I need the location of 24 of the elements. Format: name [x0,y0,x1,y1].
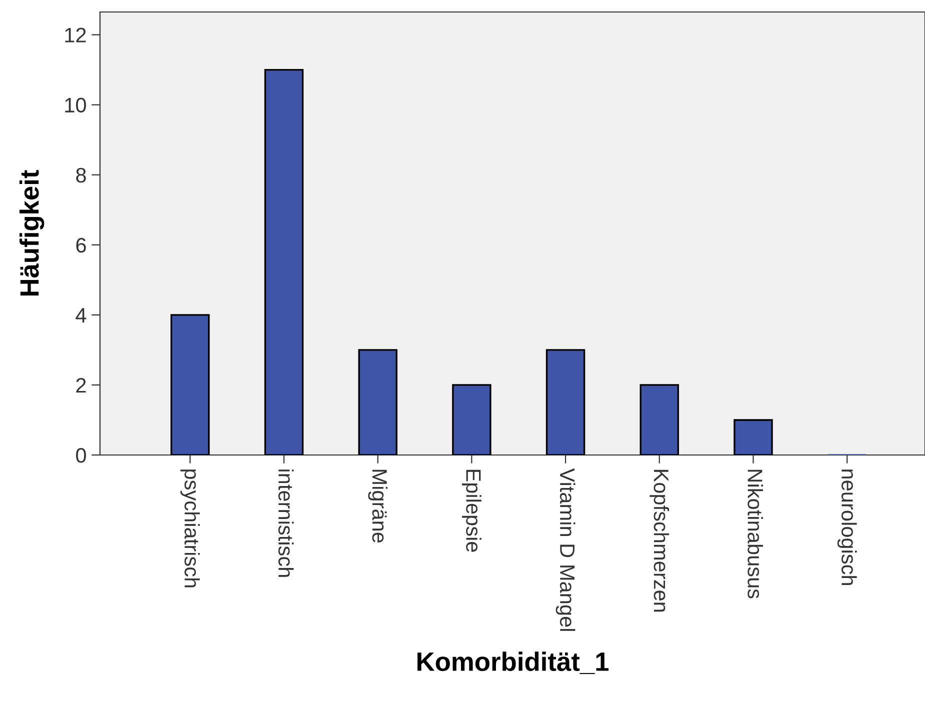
x-tick-label: internistisch [278,470,294,577]
x-tick-label: Epilepsie [462,470,482,552]
x-tick-label: Kopfschmerzen [650,470,670,612]
y-tick-label: 6 [76,238,86,253]
x-tick-label: psychiatrisch [180,470,200,588]
y-tick-label: 4 [76,308,86,322]
x-tick-label: Nikotinabusus [748,470,763,598]
y-tick-label: 12 [65,28,86,42]
bar [452,384,492,455]
bar [640,384,679,455]
bar [264,68,304,455]
x-tick-label: Vitamin D Mangel [556,468,576,631]
bar [546,349,586,455]
x-axis-title: Komorbidität_1 [418,652,609,674]
y-tick-label: 8 [76,168,86,183]
y-axis-title: Häufigkeit [19,170,44,296]
bar [170,314,210,455]
y-tick-label: 10 [65,98,86,113]
bar [358,349,398,455]
y-tick-label: 0 [76,448,86,463]
x-tick-label: neurologisch [837,470,857,585]
bar [734,419,773,455]
x-tick-label: Migräne [368,470,388,543]
y-tick-label: 2 [76,378,86,393]
